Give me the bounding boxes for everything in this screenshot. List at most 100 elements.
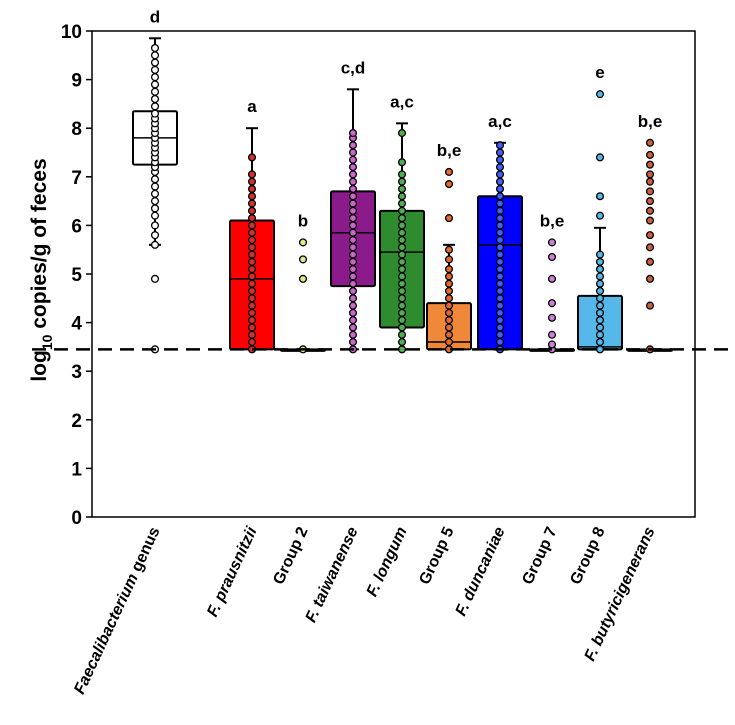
category-label: F. duncaniae [453, 524, 509, 618]
box-group-group8 [577, 90, 623, 354]
category-label: F. longum [364, 525, 411, 600]
data-point [348, 337, 358, 347]
data-point [150, 274, 160, 283]
data-point [397, 184, 407, 194]
box-group-group7 [529, 238, 575, 354]
data-point [247, 221, 257, 230]
data-point [247, 323, 257, 332]
data-point [444, 245, 454, 254]
data-point [150, 221, 160, 230]
data-point [495, 192, 505, 201]
data-point [397, 199, 407, 208]
data-point [595, 192, 605, 201]
data-point [397, 301, 407, 310]
data-point [348, 199, 358, 208]
data-point [397, 129, 407, 138]
data-point [348, 330, 358, 339]
significance-label: b [298, 211, 308, 230]
data-point [495, 155, 505, 164]
data-point [150, 80, 160, 89]
data-point [495, 330, 505, 339]
y-tick-label: 7 [71, 168, 82, 189]
data-point [348, 184, 358, 194]
data-point [348, 170, 358, 179]
data-point [247, 184, 257, 194]
data-point [595, 90, 605, 99]
data-point [348, 250, 358, 259]
data-point [150, 197, 160, 206]
data-point [495, 206, 505, 215]
data-point [547, 274, 557, 283]
data-point [595, 286, 605, 296]
data-point [150, 109, 160, 118]
data-point [247, 301, 257, 310]
data-point [397, 235, 407, 245]
data-point [348, 163, 358, 172]
data-point [495, 221, 505, 230]
data-point [495, 228, 505, 237]
significance-label: b,e [638, 112, 663, 131]
data-point [645, 257, 655, 266]
data-point [247, 286, 257, 296]
data-point [150, 73, 160, 82]
box-group-longum [379, 122, 425, 354]
data-point [444, 167, 454, 176]
significance-label: a,c [390, 92, 414, 111]
data-point [495, 279, 505, 288]
data-point [397, 221, 407, 230]
data-point [247, 199, 257, 208]
data-point [397, 286, 407, 296]
data-point [495, 141, 505, 150]
data-point [645, 150, 655, 159]
data-point [150, 211, 160, 220]
category-label: Faecalibacterium genus [71, 524, 163, 696]
data-point [397, 158, 407, 167]
data-point [247, 272, 257, 281]
data-point [547, 313, 557, 322]
data-point [397, 345, 407, 354]
significance-label: a,c [488, 112, 512, 131]
data-point [298, 255, 308, 264]
data-point [150, 240, 160, 249]
data-point [444, 308, 454, 317]
data-point [595, 308, 605, 317]
data-point [397, 316, 407, 325]
data-point [495, 184, 505, 194]
data-point [444, 255, 454, 264]
data-point [348, 323, 358, 332]
data-point [247, 214, 257, 223]
data-point [595, 323, 605, 332]
data-point [150, 58, 160, 67]
data-point [645, 231, 655, 240]
data-point [150, 204, 160, 213]
category-label: Group 7 [519, 524, 560, 587]
data-point [595, 272, 605, 281]
data-point [495, 323, 505, 332]
data-point [645, 197, 655, 206]
data-point [495, 170, 505, 179]
data-point [495, 272, 505, 281]
data-point [247, 153, 257, 162]
data-point [495, 199, 505, 208]
data-point [495, 301, 505, 310]
significance-label: d [150, 7, 160, 26]
y-tick-label: 0 [71, 508, 82, 529]
data-point [645, 177, 655, 186]
data-point [595, 301, 605, 310]
data-point [495, 337, 505, 347]
y-tick-label: 8 [71, 119, 82, 140]
category-label: Group 8 [567, 524, 608, 587]
significance-label: b,e [540, 211, 565, 230]
y-tick-label: 9 [71, 71, 82, 92]
data-point [247, 228, 257, 237]
data-point [444, 272, 454, 281]
data-point [247, 279, 257, 288]
box-group-genus [132, 37, 178, 354]
data-point [150, 51, 160, 60]
data-point [495, 316, 505, 325]
data-point [298, 238, 308, 247]
data-point [397, 265, 407, 274]
y-axis-label: log10 copies/g of feces [28, 158, 55, 381]
data-point [348, 228, 358, 237]
